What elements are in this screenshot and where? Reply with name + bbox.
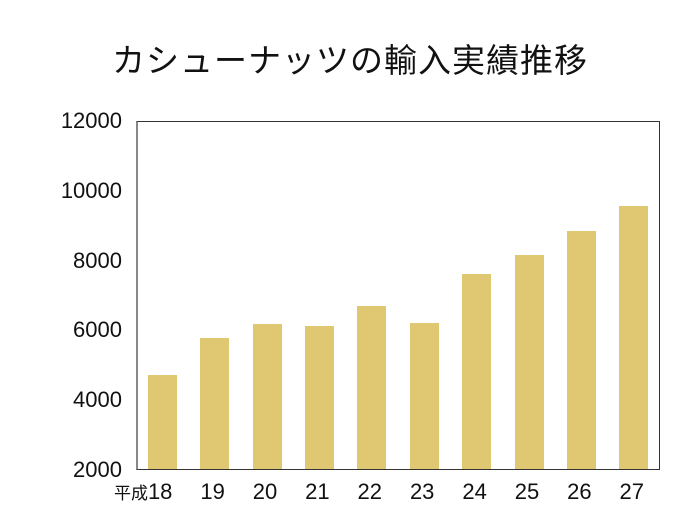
bar: [252, 324, 282, 469]
x-tick-label: 24: [462, 479, 487, 504]
x-tick-label: 22: [357, 479, 383, 504]
x-tick-label: 21: [305, 479, 330, 504]
y-tick-label: 10000: [60, 177, 122, 203]
chart-title: カシューナッツの輸入実績推移: [112, 41, 588, 80]
bar: [200, 338, 230, 469]
x-tick-label: 平成18: [113, 479, 173, 504]
x-tick-label: 19: [200, 479, 225, 504]
era-prefix: 平成: [113, 484, 148, 504]
bar: [409, 323, 439, 469]
bar: [462, 273, 492, 469]
y-tick-label: 2000: [73, 457, 122, 482]
bar: [566, 230, 596, 469]
x-tick-label: 26: [567, 479, 592, 504]
bar: [304, 325, 334, 469]
bar: [514, 255, 544, 469]
x-tick-label: 25: [514, 479, 540, 504]
y-tick-label: 6000: [73, 317, 122, 343]
bar: [619, 205, 649, 469]
bar: [147, 375, 177, 469]
y-tick-label: 8000: [73, 247, 122, 273]
x-tick-label: 27: [619, 479, 645, 504]
plot-area: [136, 121, 660, 470]
y-tick-label: 12000: [60, 108, 122, 133]
x-tick-label: 23: [409, 479, 435, 504]
bar: [357, 306, 387, 469]
x-tick-label: 20: [252, 479, 278, 504]
y-tick-label: 4000: [73, 387, 122, 413]
